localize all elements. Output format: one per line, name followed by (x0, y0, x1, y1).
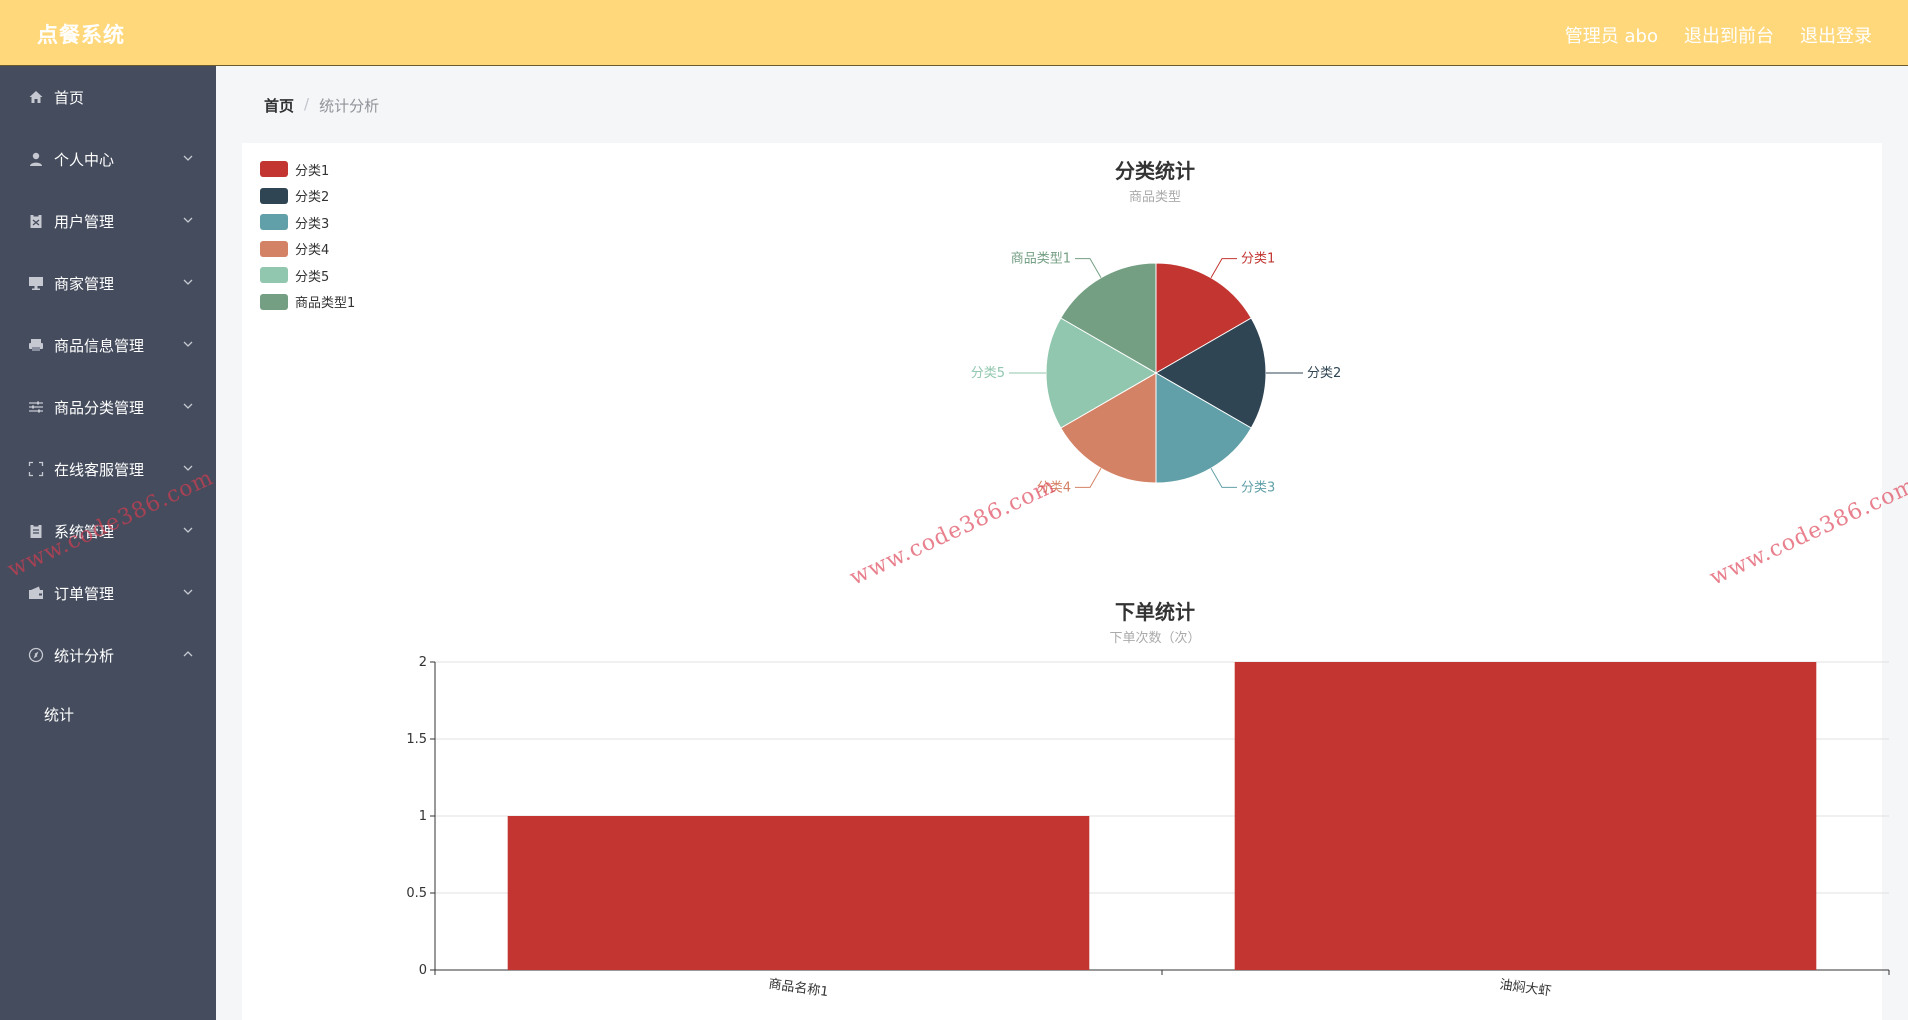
legend-item[interactable]: 分类3 (260, 209, 355, 236)
breadcrumb-current: 统计分析 (319, 97, 380, 115)
sidebar: 首页 个人中心 用户管理 商家管理 商品信息管理 商品分类管理 在线客服管理 系… (0, 66, 216, 1020)
bar[interactable] (1234, 662, 1817, 970)
bar-chart-subtitle: 下单次数（次） (1109, 631, 1201, 646)
top-bar: 点餐系统 管理员 abo 退出到前台 退出登录 (0, 0, 1908, 66)
clipboard-icon (28, 213, 44, 229)
legend-label: 分类3 (295, 216, 330, 232)
pie-label-line (1210, 468, 1237, 488)
pie-chart: 分类1 分类2 分类3 分类4 分类5 商品类型1 (971, 252, 1342, 496)
chevron-down-icon (183, 465, 193, 471)
y-tick-label: 1 (419, 809, 427, 824)
sidebar-item-label: 商品分类管理 (54, 398, 145, 417)
pie-label: 分类1 (1241, 252, 1275, 267)
sidebar-item-personal-center[interactable]: 个人中心 (0, 128, 216, 190)
legend-swatch (260, 161, 288, 178)
sidebar-item-user-management[interactable]: 用户管理 (0, 190, 216, 252)
y-tick-label: 1.5 (406, 732, 427, 747)
legend-swatch (260, 214, 288, 231)
pie-legend: 分类1 分类2 分类3 分类4 分类5 商品类型1 (260, 156, 355, 315)
chevron-down-icon (183, 155, 193, 161)
sidebar-item-product-info-management[interactable]: 商品信息管理 (0, 314, 216, 376)
sidebar-item-label: 商品信息管理 (54, 336, 145, 355)
pie-label: 商品类型1 (1011, 252, 1071, 267)
sliders-icon (28, 399, 44, 415)
chevron-down-icon (183, 403, 193, 409)
bar-chart-title: 下单统计 (1115, 600, 1195, 624)
pie-label-line (1075, 258, 1102, 278)
legend-item[interactable]: 分类4 (260, 236, 355, 263)
chevron-down-icon (183, 217, 193, 223)
x-tick-label: 油焖大虾 (1499, 977, 1553, 999)
legend-swatch (260, 187, 288, 204)
sidebar-item-home[interactable]: 首页 (0, 66, 216, 128)
sidebar-subitem-label: 统计 (44, 705, 75, 724)
sidebar-item-label: 统计分析 (54, 646, 115, 665)
user-icon (28, 151, 44, 167)
sidebar-item-label: 用户管理 (54, 212, 115, 231)
x-tick-label: 商品名称1 (768, 976, 830, 1000)
chevron-up-icon (183, 651, 193, 657)
breadcrumb-separator: / (304, 95, 310, 113)
sidebar-item-product-category-management[interactable]: 商品分类管理 (0, 376, 216, 438)
pie-label: 分类3 (1241, 480, 1275, 495)
pie-label: 分类2 (1307, 366, 1341, 381)
chevron-down-icon (183, 341, 193, 347)
y-tick-label: 2 (419, 655, 427, 670)
sidebar-subitem-statistics[interactable]: 统计 (0, 686, 216, 742)
chevron-down-icon (183, 527, 193, 533)
legend-item[interactable]: 分类5 (260, 262, 355, 289)
printer-icon (28, 337, 44, 353)
sidebar-item-system-management[interactable]: 系统管理 (0, 500, 216, 562)
breadcrumb-home[interactable]: 首页 (264, 97, 295, 115)
legend-swatch (260, 240, 288, 257)
sidebar-item-label: 系统管理 (54, 522, 115, 541)
pie-label: 分类5 (971, 366, 1005, 381)
top-links: 管理员 abo 退出到前台 退出登录 (1565, 22, 1872, 48)
compass-icon (28, 647, 44, 663)
sidebar-item-label: 个人中心 (54, 150, 115, 169)
legend-label: 分类5 (295, 269, 330, 285)
logout-link[interactable]: 退出登录 (1800, 26, 1872, 47)
legend-swatch (260, 293, 288, 310)
sidebar-item-label: 订单管理 (54, 584, 115, 603)
bar-chart: 0 0.5 1 1.5 2 商品名称1 油焖大虾 (406, 655, 1890, 1000)
legend-item[interactable]: 商品类型1 (260, 289, 355, 316)
home-icon (28, 89, 44, 105)
legend-item[interactable]: 分类2 (260, 183, 355, 210)
sidebar-item-online-service-management[interactable]: 在线客服管理 (0, 438, 216, 500)
sidebar-item-statistics[interactable]: 统计分析 (0, 624, 216, 686)
pie-label-line (1075, 468, 1102, 488)
legend-label: 分类2 (295, 190, 330, 206)
chevron-down-icon (183, 589, 193, 595)
back-to-front-link[interactable]: 退出到前台 (1684, 26, 1774, 47)
bar[interactable] (507, 816, 1090, 970)
pie-label-line (1210, 258, 1237, 278)
legend-label: 分类4 (295, 243, 330, 259)
pie-chart-title: 分类统计 (1115, 159, 1195, 183)
y-tick-label: 0 (419, 963, 427, 978)
sidebar-item-label: 首页 (54, 88, 85, 107)
admin-user-label[interactable]: 管理员 abo (1564, 26, 1658, 47)
sidebar-item-label: 在线客服管理 (54, 460, 145, 479)
legend-label: 商品类型1 (295, 296, 356, 312)
legend-item[interactable]: 分类1 (260, 156, 355, 183)
clipboard-icon (28, 523, 44, 539)
sidebar-item-label: 商家管理 (54, 274, 115, 293)
y-tick-label: 0.5 (406, 886, 427, 901)
sidebar-item-order-management[interactable]: 订单管理 (0, 562, 216, 624)
app-title: 点餐系统 (37, 23, 125, 47)
pie-chart-subtitle: 商品类型 (1128, 190, 1181, 205)
legend-swatch (260, 267, 288, 284)
monitor-icon (28, 275, 44, 291)
pie-label: 分类4 (1037, 480, 1071, 495)
chevron-down-icon (183, 279, 193, 285)
sidebar-item-merchant-management[interactable]: 商家管理 (0, 252, 216, 314)
breadcrumb: 首页 / 统计分析 (264, 95, 379, 116)
wallet-icon (28, 585, 44, 601)
fullscreen-icon (28, 461, 44, 477)
legend-label: 分类1 (295, 163, 330, 179)
